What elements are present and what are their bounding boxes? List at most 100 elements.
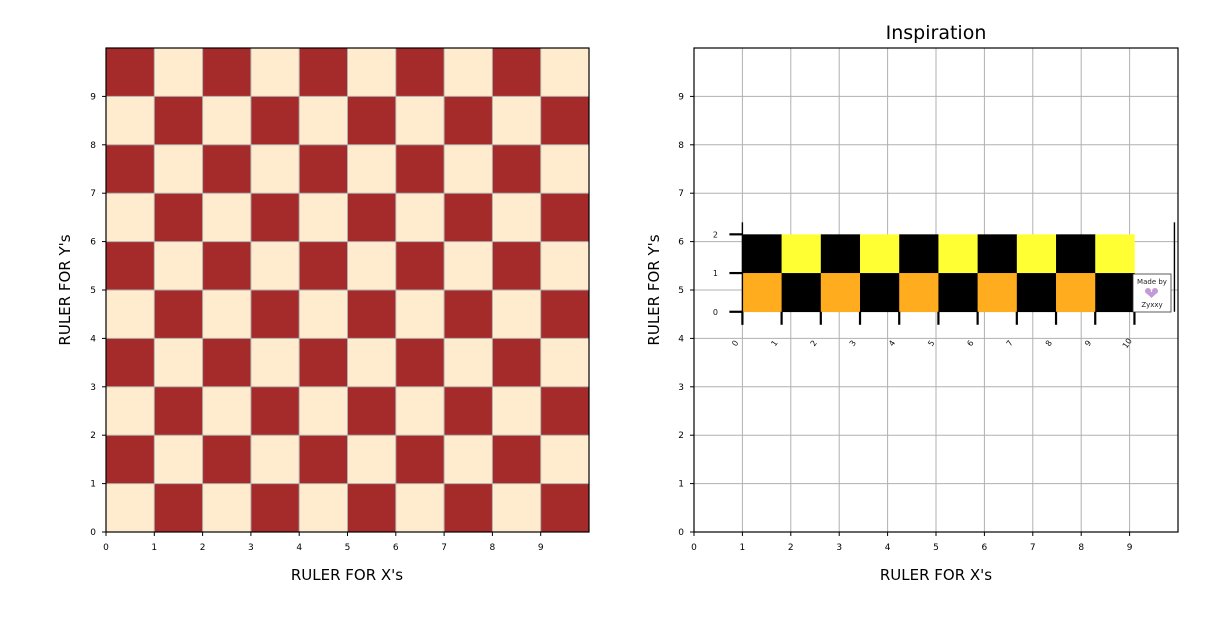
left-x-tick-label: 0 xyxy=(103,543,109,553)
right-chart-title: Inspiration xyxy=(886,22,987,44)
left-y-tick-label: 7 xyxy=(90,189,96,199)
badge-line-2: Zyxxy xyxy=(1141,301,1162,309)
inspiration-cell xyxy=(1056,273,1096,313)
inspiration-cell xyxy=(899,273,939,313)
inspiration-column-labels: 0 1 2 3 4 5 6 7 8 9 10 xyxy=(730,337,1134,351)
checkerboard-cell xyxy=(347,386,396,436)
left-y-tick-label: 1 xyxy=(90,480,96,490)
left-x-tick-label: 7 xyxy=(441,543,447,553)
inspiration-column-label: 8 xyxy=(1044,339,1054,348)
right-x-axis-label: RULER FOR X's xyxy=(880,566,992,584)
checkerboard-cell xyxy=(347,241,396,290)
checkerboard-cell xyxy=(444,144,493,194)
inspiration-column-label: 5 xyxy=(926,339,936,348)
left-y-tick-label: 0 xyxy=(90,528,96,538)
right-y-axis-label: RULER FOR Y's xyxy=(645,234,663,345)
left-x-tick-label: 9 xyxy=(538,543,544,553)
right-x-ticks: 0 1 2 3 4 5 6 7 8 9 xyxy=(691,532,1133,553)
badge-line-1: Made by xyxy=(1137,278,1167,286)
inspiration-row-labels: 2 1 0 xyxy=(713,230,718,316)
inspiration-column-label: 0 xyxy=(730,339,740,348)
checkerboard-cell xyxy=(540,193,589,242)
checkerboard-cell xyxy=(154,193,203,242)
checkerboard-cell xyxy=(299,435,348,484)
right-x-tick-label: 0 xyxy=(691,543,697,553)
right-y-tick-label: 1 xyxy=(678,480,684,490)
checkerboard-cell xyxy=(395,48,445,97)
checkerboard-cell xyxy=(444,386,493,436)
inspiration-image: 210 0 1 2 3 4 5 6 7 8 9 10 Made by Zyxxy xyxy=(713,222,1176,351)
checkerboard-cell xyxy=(540,241,589,290)
inspiration-column-label: 7 xyxy=(1005,339,1015,348)
checkerboard-cell xyxy=(299,144,348,194)
checkerboard-cell xyxy=(395,338,445,387)
checkerboard-cell xyxy=(299,48,348,97)
checkerboard-cell xyxy=(492,290,541,339)
left-y-axis-label: RULER FOR Y's xyxy=(56,234,74,345)
inspiration-cell xyxy=(860,234,900,274)
inspiration-row-label: 2 xyxy=(713,230,718,239)
checkerboard-cell xyxy=(492,241,541,290)
right-x-tick-label: 3 xyxy=(836,543,842,553)
left-y-tick-label: 4 xyxy=(90,334,96,344)
right-y-tick-label: 8 xyxy=(678,141,684,151)
right-x-tick-label: 6 xyxy=(982,543,988,553)
inspiration-cell xyxy=(1095,273,1135,313)
checkerboard-cell xyxy=(540,48,589,97)
checkerboard-cell xyxy=(444,96,493,145)
inspiration-cell xyxy=(820,273,861,313)
inspiration-cell xyxy=(938,234,978,274)
checkerboard-cell xyxy=(154,144,203,194)
checkerboard-cell xyxy=(154,96,203,145)
checkerboard-cell xyxy=(395,96,445,145)
checkerboard-cell xyxy=(154,290,203,339)
checkerboard-cell xyxy=(347,435,396,484)
checkerboard-cell xyxy=(299,241,348,290)
checkerboard-cell xyxy=(106,96,155,145)
left-x-tick-label: 4 xyxy=(296,543,302,553)
right-y-tick-label: 9 xyxy=(678,92,684,102)
right-y-tick-label: 3 xyxy=(678,383,684,393)
checkerboard-cell xyxy=(347,290,396,339)
right-y-tick-label: 4 xyxy=(678,334,684,344)
right-x-tick-label: 4 xyxy=(885,543,891,553)
checkerboard-cell xyxy=(444,193,493,242)
checkerboard-cell xyxy=(395,290,445,339)
checkerboard-cell xyxy=(106,241,155,290)
checkerboard-cell xyxy=(347,483,396,532)
checkerboard-cell xyxy=(250,435,300,484)
checkerboard-cell xyxy=(347,193,396,242)
inspiration-cell xyxy=(899,234,939,274)
checkerboard-cell xyxy=(202,435,251,484)
right-x-tick-label: 8 xyxy=(1078,543,1084,553)
right-x-tick-label: 2 xyxy=(788,543,794,553)
left-y-tick-label: 3 xyxy=(90,383,96,393)
checkerboard-cell xyxy=(250,193,300,242)
left-y-tick-label: 5 xyxy=(90,286,96,296)
inspiration-column-label: 2 xyxy=(809,339,819,348)
checkerboard-cell xyxy=(395,241,445,290)
inspiration-pattern-cells xyxy=(742,234,1135,313)
checkerboard-cell xyxy=(154,483,203,532)
checkerboard-cell xyxy=(202,290,251,339)
checkerboard-cell xyxy=(250,386,300,436)
inspiration-cell xyxy=(1056,234,1096,274)
checkerboard-cell xyxy=(395,483,445,532)
checkerboard-cell xyxy=(106,290,155,339)
left-gridlines xyxy=(106,48,589,532)
checkerboard-cell xyxy=(395,193,445,242)
left-y-tick-label: 9 xyxy=(90,92,96,102)
checkerboard-cell xyxy=(540,96,589,145)
left-x-tick-label: 6 xyxy=(393,543,399,553)
checkerboard-cell xyxy=(250,48,300,97)
checkerboard-cell xyxy=(540,338,589,387)
inspiration-cell xyxy=(1016,234,1057,274)
right-y-ticks: 0 1 2 3 4 5 6 7 8 9 xyxy=(678,92,694,538)
checkerboard-cell xyxy=(299,386,348,436)
checkerboard-cell xyxy=(250,241,300,290)
checkerboard-cell xyxy=(106,483,155,532)
left-x-tick-label: 2 xyxy=(200,543,206,553)
checkerboard-cell xyxy=(154,241,203,290)
checkerboard-cell xyxy=(202,338,251,387)
